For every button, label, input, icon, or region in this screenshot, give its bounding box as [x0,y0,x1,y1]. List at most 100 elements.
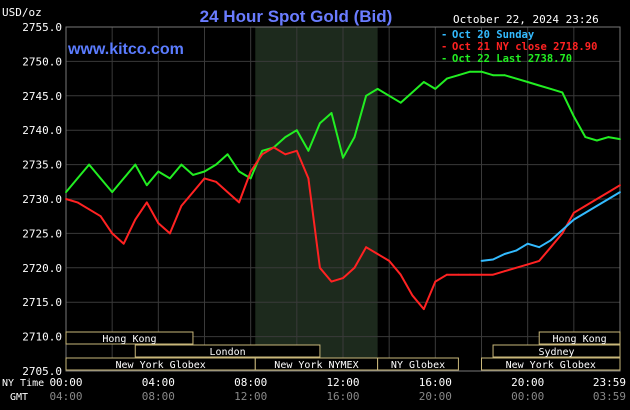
data-point-oct-22-last-2738-70 [203,170,206,173]
data-point-oct-21-ny-close-2718-90 [434,280,437,283]
data-point-oct-21-ny-close-2718-90 [330,280,333,283]
data-point-oct-21-ny-close-2718-90 [226,191,229,194]
data-point-oct-22-last-2738-70 [65,191,67,194]
legend-marker-oct22: - [441,53,447,65]
data-point-oct-22-last-2738-70 [434,88,437,90]
data-point-oct-20-sunday [526,242,529,245]
website-link[interactable]: www.kitco.com [67,41,184,58]
x-tick-ny: 00:00 [49,376,82,389]
session-new-york-globex: New York Globex [481,357,621,371]
x-tick-gmt: 04:00 [49,390,82,403]
y-tick-label: 2715.0 [22,296,62,309]
data-point-oct-21-ny-close-2718-90 [342,277,344,279]
data-point-oct-22-last-2738-70 [526,81,529,83]
data-point-oct-20-sunday [584,211,587,214]
data-point-oct-21-ny-close-2718-90 [76,201,79,204]
data-point-oct-21-ny-close-2718-90 [215,180,217,183]
data-point-oct-22-last-2738-70 [388,94,391,97]
data-point-oct-22-last-2738-70 [145,184,148,187]
data-point-oct-21-ny-close-2718-90 [492,273,494,276]
legend: - Oct 20 Sunday - Oct 21 NY close 2718.9… [441,29,597,65]
data-point-oct-22-last-2738-70 [457,74,460,77]
data-point-oct-21-ny-close-2718-90 [249,170,252,173]
data-point-oct-21-ny-close-2718-90 [480,273,483,276]
session-london: London [134,344,321,358]
data-point-oct-21-ny-close-2718-90 [607,191,610,194]
data-point-oct-22-last-2738-70 [342,156,344,159]
y-tick-label: 2735.0 [22,159,62,172]
data-point-oct-21-ny-close-2718-90 [538,260,541,262]
data-point-oct-21-ny-close-2718-90 [399,273,402,276]
data-point-oct-21-ny-close-2718-90 [203,177,206,180]
data-point-oct-21-ny-close-2718-90 [365,246,367,249]
legend-marker-oct20: - [441,29,447,41]
data-point-oct-22-last-2738-70 [76,177,79,180]
x-tick-gmt: 20:00 [419,390,452,403]
session-label: NY Globex [391,360,445,371]
data-point-oct-21-ny-close-2718-90 [111,232,114,235]
x-tick-ny: 12:00 [326,376,359,389]
x-tick-ny: 04:00 [142,376,175,389]
session-new-york-nymex: New York NYMEX [254,357,379,371]
data-point-oct-21-ny-close-2718-90 [561,232,564,235]
data-point-oct-22-last-2738-70 [515,77,517,80]
data-point-oct-21-ny-close-2718-90 [134,218,137,221]
data-point-oct-21-ny-close-2718-90 [192,191,194,194]
data-point-oct-21-ny-close-2718-90 [411,294,414,297]
x-tick-gmt: 08:00 [142,390,175,403]
data-point-oct-20-sunday [619,191,621,194]
data-point-oct-22-last-2738-70 [596,139,598,142]
x-tick-ny: 23:59 [593,376,626,389]
x-tick-ny: 08:00 [234,376,267,389]
data-point-oct-21-ny-close-2718-90 [261,153,264,156]
session-label: Hong Kong [553,334,607,345]
session-box [481,357,621,371]
data-point-oct-22-last-2738-70 [538,84,541,87]
data-point-oct-22-last-2738-70 [572,115,575,118]
data-point-oct-21-ny-close-2718-90 [145,201,148,204]
legend-marker-oct21: - [441,41,447,53]
data-point-oct-22-last-2738-70 [376,88,379,90]
data-point-oct-21-ny-close-2718-90 [319,266,321,269]
data-point-oct-21-ny-close-2718-90 [503,270,506,273]
y-tick-label: 2755.0 [22,21,62,34]
data-point-oct-20-sunday [596,205,598,207]
data-point-oct-21-ny-close-2718-90 [619,184,621,187]
y-tick-label: 2710.0 [22,331,62,344]
session-sydney: Sydney [492,344,621,358]
data-point-oct-21-ny-close-2718-90 [596,198,598,200]
data-point-oct-21-ny-close-2718-90 [65,198,67,200]
y-tick-label: 2740.0 [22,124,62,137]
data-point-oct-22-last-2738-70 [122,177,125,180]
data-point-oct-22-last-2738-70 [469,70,471,73]
unit-label: USD/oz [2,6,42,19]
data-point-oct-21-ny-close-2718-90 [584,205,587,207]
legend-item-oct21: Oct 21 NY close 2718.90 [452,41,597,53]
data-point-oct-21-ny-close-2718-90 [353,266,356,269]
data-point-oct-22-last-2738-70 [261,149,264,152]
session-new-york-globex: New York Globex [65,357,256,371]
data-point-oct-21-ny-close-2718-90 [572,211,575,214]
y-tick-label: 2750.0 [22,55,62,68]
data-point-oct-21-ny-close-2718-90 [515,266,517,269]
data-point-oct-21-ny-close-2718-90 [549,246,552,249]
datetime-stamp: October 22, 2024 23:26 [453,13,599,26]
data-point-oct-21-ny-close-2718-90 [295,149,298,152]
data-point-oct-22-last-2738-70 [249,177,252,180]
data-point-oct-22-last-2738-70 [549,88,552,90]
data-point-oct-22-last-2738-70 [503,74,506,77]
data-point-oct-21-ny-close-2718-90 [422,308,425,310]
y-axis-ticks: 2755.0 2750.0 2745.0 2740.0 2735.0 2730.0 2725… [22,21,62,378]
data-point-oct-20-sunday [503,253,506,255]
data-point-oct-21-ny-close-2718-90 [526,263,529,266]
session-label: New York NYMEX [274,360,358,371]
data-point-oct-22-last-2738-70 [330,112,333,114]
data-point-oct-22-last-2738-70 [492,74,494,77]
data-point-oct-21-ny-close-2718-90 [284,153,287,156]
y-tick-label: 2725.0 [22,227,62,240]
y-tick-label: 2745.0 [22,90,62,103]
data-point-oct-22-last-2738-70 [157,170,160,173]
x-tick-gmt: 03:59 [593,390,626,403]
